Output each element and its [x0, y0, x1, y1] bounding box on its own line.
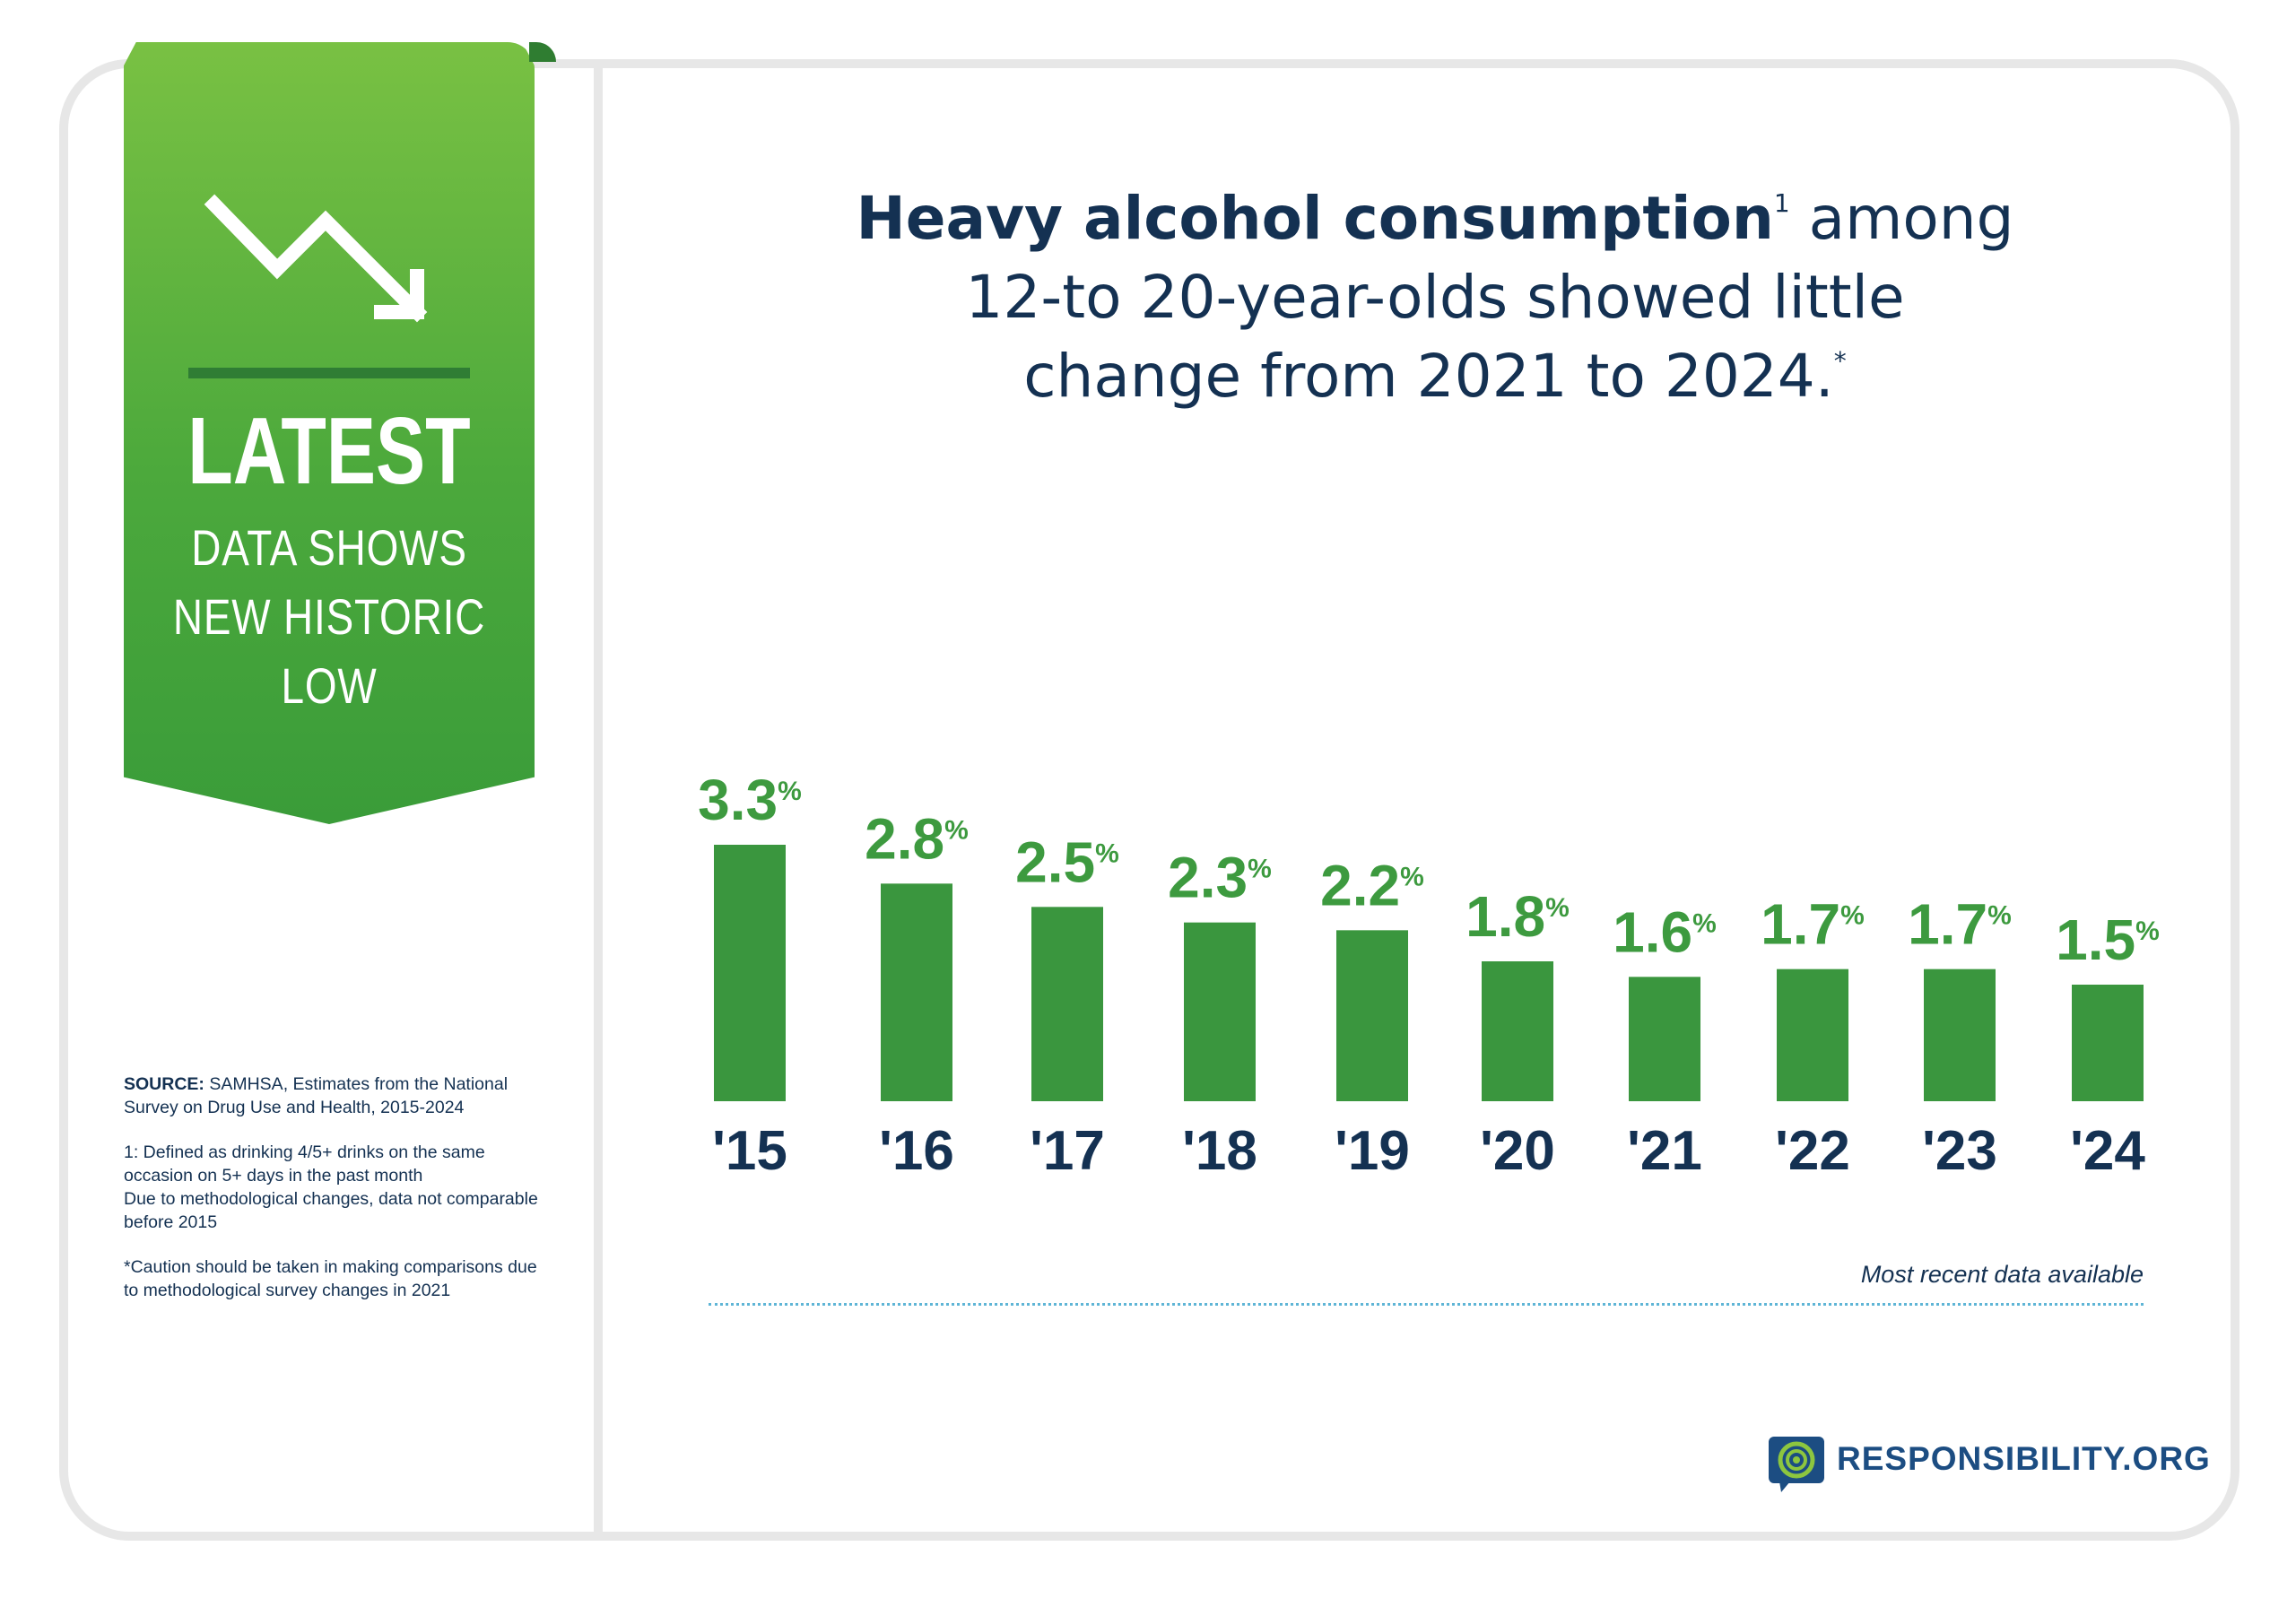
latest-ribbon — [124, 42, 535, 824]
headline-rest: among — [1789, 184, 2014, 253]
value-label: 1.7% — [1908, 892, 2012, 957]
bar-8 — [1777, 969, 1848, 1101]
source-text: SAMHSA, Estimates from the National Surv… — [124, 1074, 509, 1117]
value-label: 3.3% — [698, 768, 802, 832]
source-notes: SOURCE: SAMHSA, Estimates from the Natio… — [124, 1073, 554, 1324]
bar-chart-svg: 3.3% '15 2.8% '16 2.5% '17 2.3% '18 2.2% '19 1.8% '… — [698, 768, 2160, 1182]
dotted-rule — [709, 1303, 2144, 1306]
bar-9 — [1924, 969, 1996, 1101]
bar-3 — [1031, 907, 1103, 1101]
value-label: 1.5% — [2056, 908, 2160, 972]
ribbon-subtitle: DATA SHOWS NEW HISTORIC LOW — [124, 513, 535, 720]
asterisk-mark: * — [1833, 346, 1847, 376]
x-tick-label: '19 — [1335, 1120, 1410, 1182]
value-label: 2.3% — [1168, 846, 1272, 910]
bar-5 — [1336, 930, 1408, 1101]
ribbon-line: LOW — [281, 657, 378, 714]
ribbon-rule — [188, 368, 470, 378]
value-label: 1.8% — [1465, 884, 1570, 949]
x-tick-label: '23 — [1922, 1120, 1997, 1182]
source-label: SOURCE: — [124, 1074, 204, 1094]
x-tick-label: '21 — [1627, 1120, 1702, 1182]
headline-line-3: change from 2021 to 2024.* — [682, 337, 2188, 416]
footnote-1b: Due to methodological changes, data not … — [124, 1189, 538, 1232]
value-label: 2.2% — [1320, 853, 1424, 917]
recent-note: Most recent data available — [1860, 1261, 2144, 1288]
bar-4 — [1184, 922, 1256, 1101]
value-label: 1.7% — [1761, 892, 1865, 957]
brand-name: RESPONSIBILITY.ORG — [1837, 1440, 2211, 1477]
x-tick-label: '17 — [1030, 1120, 1105, 1182]
headline-line-3-text: change from 2021 to 2024. — [1023, 342, 1834, 411]
x-tick-label: '15 — [712, 1120, 787, 1182]
trend-down-arrow-icon — [204, 194, 428, 323]
footnote-mark: 1 — [1773, 188, 1790, 218]
caution-note: *Caution should be taken in making compa… — [124, 1257, 537, 1300]
bar-7 — [1629, 977, 1700, 1101]
x-tick-label: '20 — [1480, 1120, 1555, 1182]
responsibility-logo-icon — [1769, 1437, 1824, 1492]
bar-chart: 3.3% '15 2.8% '16 2.5% '17 2.3% '18 2.2% '19 1.8% '… — [682, 735, 2188, 1202]
x-tick-label: '16 — [879, 1120, 954, 1182]
headline-bold: Heavy alcohol consumption — [856, 184, 1774, 253]
latest-label: LATEST — [187, 398, 471, 504]
bar-6 — [1482, 961, 1553, 1101]
source-note: SOURCE: SAMHSA, Estimates from the Natio… — [124, 1073, 554, 1119]
headline-line-2: 12-to 20-year-olds showed little — [965, 263, 1905, 332]
x-tick-label: '18 — [1182, 1120, 1257, 1182]
ribbon-fold — [529, 42, 556, 62]
footnote-1a: 1: Defined as drinking 4/5+ drinks on th… — [124, 1142, 485, 1186]
bar-1 — [714, 845, 786, 1101]
value-label: 2.5% — [1015, 830, 1119, 894]
x-tick-label: '24 — [2070, 1120, 2145, 1182]
headline: Heavy alcohol consumption1 among 12-to 2… — [682, 179, 2188, 416]
bar-2 — [881, 883, 952, 1101]
footnote-1: 1: Defined as drinking 4/5+ drinks on th… — [124, 1141, 554, 1234]
value-label: 2.8% — [865, 806, 969, 871]
ribbon-line: DATA SHOWS — [191, 519, 467, 576]
bar-10 — [2072, 985, 2144, 1101]
x-tick-label: '22 — [1775, 1120, 1850, 1182]
value-label: 1.6% — [1613, 899, 1717, 964]
ribbon-line: NEW HISTORIC — [172, 588, 486, 645]
panel-divider — [594, 68, 603, 1541]
headline-line-1: Heavy alcohol consumption1 among — [682, 179, 2188, 258]
